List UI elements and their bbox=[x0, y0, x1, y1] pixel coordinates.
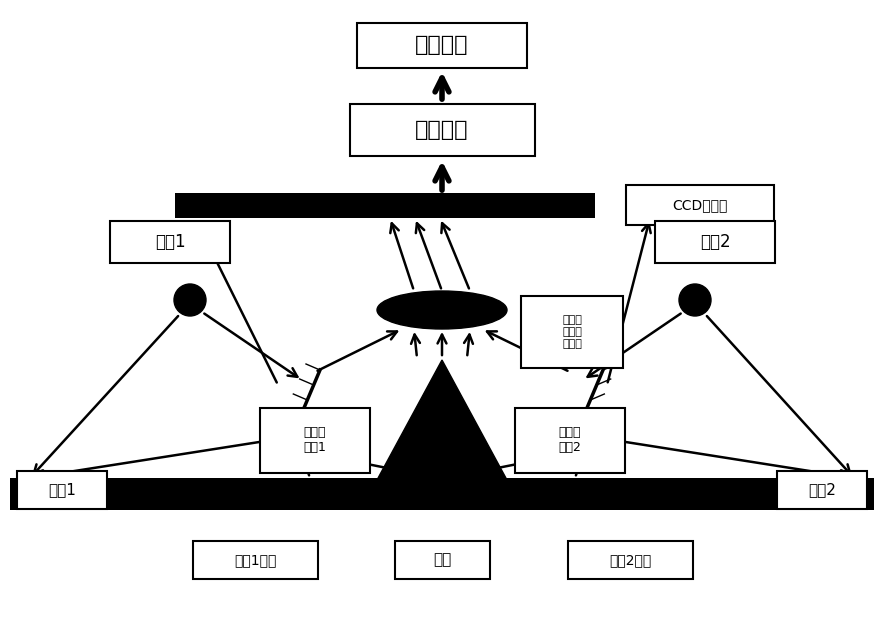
Text: 平面反
射镜1: 平面反 射镜1 bbox=[303, 426, 326, 454]
Circle shape bbox=[174, 284, 206, 316]
FancyBboxPatch shape bbox=[357, 23, 527, 68]
FancyBboxPatch shape bbox=[394, 541, 490, 579]
Text: 光源1: 光源1 bbox=[155, 233, 186, 251]
FancyBboxPatch shape bbox=[17, 471, 107, 509]
Text: 光剴2: 光剴2 bbox=[808, 483, 836, 498]
FancyBboxPatch shape bbox=[10, 478, 874, 510]
Text: CCD探测器: CCD探测器 bbox=[673, 198, 728, 212]
FancyBboxPatch shape bbox=[175, 193, 595, 218]
Text: 光剴1: 光剴1 bbox=[48, 483, 76, 498]
FancyBboxPatch shape bbox=[521, 296, 623, 368]
Text: 光剴1端面: 光剴1端面 bbox=[233, 553, 276, 567]
Polygon shape bbox=[377, 360, 507, 480]
Text: 位移调整: 位移调整 bbox=[415, 35, 469, 55]
Text: 光源2: 光源2 bbox=[700, 233, 730, 251]
Text: 平面反
射镜2: 平面反 射镜2 bbox=[559, 426, 582, 454]
FancyBboxPatch shape bbox=[193, 541, 317, 579]
Ellipse shape bbox=[377, 291, 507, 329]
FancyBboxPatch shape bbox=[568, 541, 692, 579]
Text: 高性能
显微成
像物镜: 高性能 显微成 像物镜 bbox=[562, 316, 582, 349]
FancyBboxPatch shape bbox=[626, 185, 774, 225]
FancyBboxPatch shape bbox=[260, 408, 370, 473]
Text: 光剴2端面: 光剴2端面 bbox=[609, 553, 652, 567]
FancyBboxPatch shape bbox=[655, 221, 775, 263]
FancyBboxPatch shape bbox=[515, 408, 625, 473]
FancyBboxPatch shape bbox=[349, 104, 535, 156]
Circle shape bbox=[679, 284, 711, 316]
Text: 棱镜: 棱镜 bbox=[433, 553, 451, 568]
Text: 驱动马达: 驱动马达 bbox=[415, 120, 469, 140]
FancyBboxPatch shape bbox=[777, 471, 867, 509]
FancyBboxPatch shape bbox=[110, 221, 230, 263]
